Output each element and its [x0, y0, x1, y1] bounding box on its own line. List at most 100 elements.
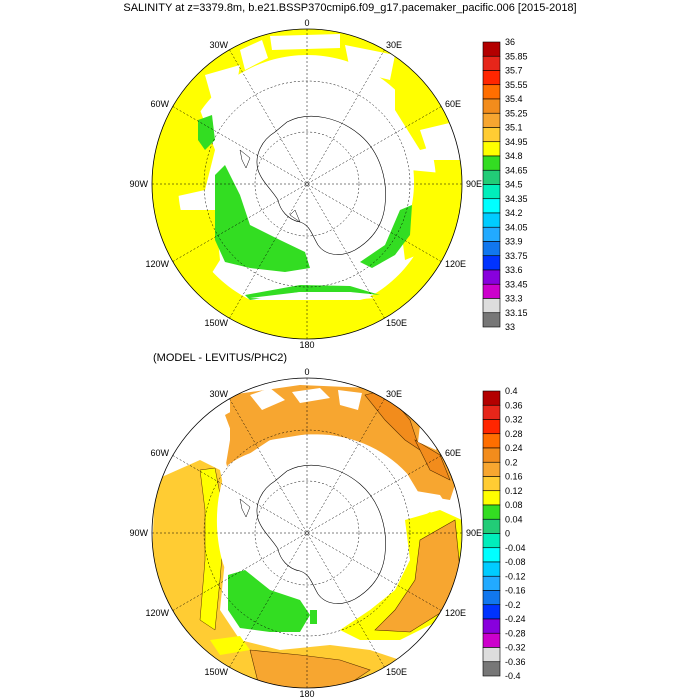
top-salinity-field: [152, 29, 462, 339]
bottom-colorbar-swatch-6: [482, 476, 501, 492]
bottom-colorbar-swatch-3: [482, 433, 501, 449]
top-colorbar-swatch-5: [482, 112, 501, 128]
top-lon-60e: 60E: [445, 99, 461, 109]
top-colorbar-swatch-7: [482, 141, 501, 157]
bottom-colorbar-label-4: 0.24: [505, 443, 523, 453]
top-colorbar-swatch-6: [482, 127, 501, 143]
top-colorbar-label-15: 33.75: [505, 251, 528, 261]
bottom-colorbar-swatch-8: [482, 504, 501, 520]
top-colorbar-swatch-10: [482, 184, 501, 200]
bottom-colorbar-label-6: 0.16: [505, 472, 523, 482]
bottom-colorbar-swatch-12: [482, 561, 501, 577]
bottom-colorbar-label-13: -0.12: [505, 571, 526, 581]
top-lon-0: 0: [304, 18, 309, 28]
top-colorbar-label-13: 34.05: [505, 222, 528, 232]
top-colorbar-swatch-18: [482, 298, 501, 314]
bottom-colorbar-swatch-0: [482, 390, 501, 406]
bottom-colorbar-label-18: -0.32: [505, 643, 526, 653]
bottom-colorbar: 0.4 0.36 0.32 0.28 0.24 0.2 0.16 0.12 0.08 0.04 0 -…: [482, 386, 526, 681]
top-antarctica-outline: [256, 116, 386, 255]
bot-lon-90w: 90W: [129, 528, 148, 538]
top-lon-90e: 90E: [466, 179, 482, 189]
bottom-antarctica-outline: [256, 465, 386, 604]
top-colorbar-label-7: 34.95: [505, 137, 528, 147]
bottom-colorbar-swatch-14: [482, 590, 501, 606]
top-colorbar-swatch-4: [482, 98, 501, 114]
top-colorbar-label-11: 34.35: [505, 194, 528, 204]
top-colorbar-swatch-11: [482, 198, 501, 214]
bottom-colorbar-label-7: 0.12: [505, 486, 523, 496]
bot-lon-120e: 120E: [445, 608, 466, 618]
bottom-colorbar-swatch-7: [482, 490, 501, 506]
top-colorbar-label-1: 35.85: [505, 51, 528, 61]
bottom-colorbar-swatch-13: [482, 575, 501, 591]
top-colorbar-swatch-8: [482, 155, 501, 171]
top-colorbar-swatch-19: [482, 312, 501, 328]
top-colorbar-label-4: 35.4: [505, 94, 523, 104]
bottom-colorbar-swatch-10: [482, 533, 501, 549]
top-colorbar-swatch-1: [482, 55, 501, 71]
top-colorbar-label-12: 34.2: [505, 208, 523, 218]
top-colorbar-label-10: 34.5: [505, 180, 523, 190]
bottom-colorbar-label-3: 0.28: [505, 429, 523, 439]
page-title: SALINITY at z=3379.8m, b.e21.BSSP370cmip…: [123, 2, 577, 14]
top-lon-120w: 120W: [145, 259, 169, 269]
bottom-colorbar-label-11: -0.04: [505, 543, 526, 553]
top-colorbar-swatch-15: [482, 255, 501, 271]
panel2-title: (MODEL - LEVITUS/PHC2): [153, 352, 288, 364]
bottom-colorbar-label-15: -0.2: [505, 600, 521, 610]
top-lon-30e: 30E: [386, 40, 402, 50]
bottom-colorbar-label-17: -0.28: [505, 628, 526, 638]
bottom-colorbar-swatch-9: [482, 518, 501, 534]
bottom-colorbar-label-10: 0: [505, 529, 510, 539]
bottom-colorbar-label-16: -0.24: [505, 614, 526, 624]
top-colorbar-swatch-12: [482, 212, 501, 228]
bot-lon-180: 180: [299, 689, 314, 699]
bottom-colorbar-swatch-19: [482, 661, 501, 677]
top-colorbar-swatch-0: [482, 41, 501, 57]
top-lon-30w: 30W: [209, 40, 228, 50]
bottom-colorbar-label-5: 0.2: [505, 457, 518, 467]
bot-lon-60w: 60W: [150, 448, 169, 458]
bottom-colorbar-label-9: 0.04: [505, 514, 523, 524]
top-colorbar-swatch-2: [482, 70, 501, 86]
bottom-colorbar-label-8: 0.08: [505, 500, 523, 510]
bot-lon-30w: 30W: [209, 389, 228, 399]
top-lon-150w: 150W: [204, 318, 228, 328]
bottom-colorbar-swatch-18: [482, 647, 501, 663]
bot-lon-30e: 30E: [386, 389, 402, 399]
bottom-colorbar-label-19: -0.36: [505, 657, 526, 667]
top-colorbar-label-16: 33.6: [505, 265, 523, 275]
top-colorbar-label-14: 33.9: [505, 237, 523, 247]
top-colorbar-swatch-3: [482, 84, 501, 100]
bot-lon-150e: 150E: [386, 667, 407, 677]
top-colorbar-swatch-16: [482, 269, 501, 285]
bottom-colorbar-label-12: -0.08: [505, 557, 526, 567]
bot-lon-0: 0: [304, 367, 309, 377]
top-colorbar-label-5: 35.25: [505, 108, 528, 118]
top-graticule: [152, 29, 462, 339]
bottom-colorbar-swatch-5: [482, 461, 501, 477]
top-colorbar-label-6: 35.1: [505, 123, 523, 133]
bot-lon-150w: 150W: [204, 667, 228, 677]
top-colorbar-label-3: 35.55: [505, 80, 528, 90]
bottom-colorbar-swatch-17: [482, 632, 501, 648]
top-colorbar-label-17: 33.45: [505, 279, 528, 289]
top-lon-60w: 60W: [150, 99, 169, 109]
top-lon-150e: 150E: [386, 318, 407, 328]
bottom-colorbar-swatch-11: [482, 547, 501, 563]
bottom-colorbar-label-0: 0.4: [505, 386, 518, 396]
bottom-colorbar-label-14: -0.16: [505, 586, 526, 596]
top-colorbar-label-18: 33.3: [505, 294, 523, 304]
top-polar-map: [151, 28, 463, 340]
top-colorbar-swatch-17: [482, 283, 501, 299]
top-colorbar-label-0: 36: [505, 37, 515, 47]
top-lon-180: 180: [299, 340, 314, 350]
bot-lon-90e: 90E: [466, 528, 482, 538]
bot-lon-120w: 120W: [145, 608, 169, 618]
bottom-colorbar-label-1: 0.36: [505, 400, 523, 410]
bottom-colorbar-swatch-2: [482, 419, 501, 435]
top-colorbar-swatch-13: [482, 226, 501, 242]
bottom-colorbar-label-20: -0.4: [505, 671, 521, 681]
